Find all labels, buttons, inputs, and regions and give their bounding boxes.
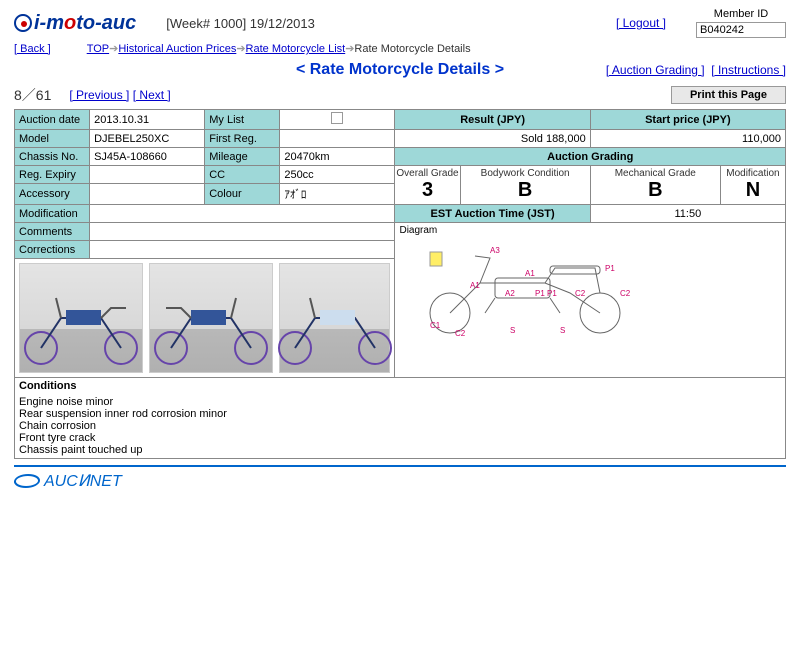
corrections-value	[90, 241, 395, 259]
colour-label: Colour	[205, 184, 280, 205]
breadcrumb: TOP➔Historical Auction Prices➔Rate Motor…	[87, 42, 471, 55]
corrections-label: Corrections	[15, 241, 90, 259]
logo: i-moto-auc	[14, 12, 136, 35]
reg-label: Reg. Expiry	[15, 166, 90, 184]
crumb-list[interactable]: Rate Motorcycle List	[246, 43, 346, 55]
member-id-block: Member ID	[696, 8, 786, 38]
crumb-historical[interactable]: Historical Auction Prices	[118, 43, 236, 55]
auction-grading-link[interactable]: [ Auction Grading ]	[606, 63, 705, 77]
svg-text:C2: C2	[575, 289, 586, 298]
back-link[interactable]: [ Back ]	[14, 43, 51, 55]
svg-text:A2: A2	[505, 289, 515, 298]
accessory-value	[90, 184, 205, 205]
photo-2	[149, 263, 273, 373]
model-label: Model	[15, 130, 90, 148]
reg-value	[90, 166, 205, 184]
chassis-value: SJ45A-108660	[90, 148, 205, 166]
svg-text:P1 P1: P1 P1	[535, 289, 557, 298]
modification-label: Modification	[15, 205, 90, 223]
mod-grade-cell: ModificationN	[720, 166, 785, 205]
est-time-label: EST Auction Time (JST)	[395, 205, 590, 223]
model-value: DJEBEL250XC	[90, 130, 205, 148]
svg-text:C2: C2	[455, 329, 466, 338]
condition-line-5: Chassis paint touched up	[19, 444, 781, 456]
photo-3	[279, 263, 391, 373]
prev-link[interactable]: [ Previous ]	[69, 88, 129, 102]
chassis-label: Chassis No.	[15, 148, 90, 166]
footer: AUCͶNET	[14, 465, 786, 491]
member-id-label: Member ID	[696, 8, 786, 20]
svg-text:C1: C1	[430, 321, 441, 330]
print-button[interactable]: Print this Page	[671, 86, 786, 104]
condition-line-3: Chain corrosion	[19, 420, 781, 432]
firstreg-value	[280, 130, 395, 148]
start-price-label: Start price (JPY)	[590, 110, 785, 130]
footer-text: AUCͶNET	[44, 471, 122, 491]
overall-grade-cell: Overall Grade3	[395, 166, 460, 205]
mylist-checkbox[interactable]	[331, 112, 343, 124]
body-grade-cell: Bodywork ConditionB	[460, 166, 590, 205]
svg-text:A1: A1	[525, 269, 535, 278]
svg-text:S: S	[510, 326, 515, 335]
auction-grading-label: Auction Grading	[395, 148, 786, 166]
mech-grade-cell: Mechanical GradeB	[590, 166, 720, 205]
page-title: < Rate Motorcycle Details >	[296, 61, 504, 79]
svg-text:P1: P1	[605, 264, 615, 273]
svg-text:C2: C2	[620, 289, 631, 298]
result-value: Sold 188,000	[395, 130, 590, 148]
week-label: [Week# 1000] 19/12/2013	[166, 16, 315, 31]
page-counter: 8／61	[14, 85, 51, 105]
instructions-link[interactable]: [ Instructions ]	[711, 63, 786, 77]
member-id-input[interactable]	[696, 22, 786, 38]
photos-cell	[15, 259, 395, 378]
mileage-value: 20470km	[280, 148, 395, 166]
result-label: Result (JPY)	[395, 110, 590, 130]
condition-line-1: Engine noise minor	[19, 396, 781, 408]
conditions-cell: Conditions Engine noise minor Rear suspe…	[15, 378, 786, 459]
mylist-label: My List	[205, 110, 280, 130]
colour-value: ｱｵﾞﾛ	[280, 184, 395, 205]
footer-logo-icon	[13, 474, 41, 488]
page-header: i-moto-auc [Week# 1000] 19/12/2013 [ Log…	[14, 8, 786, 38]
diagram-label: Diagram	[395, 223, 785, 238]
accessory-label: Accessory	[15, 184, 90, 205]
comments-value	[90, 223, 395, 241]
mylist-checkbox-cell	[280, 110, 395, 130]
cc-value: 250cc	[280, 166, 395, 184]
condition-line-2: Rear suspension inner rod corrosion mino…	[19, 408, 781, 420]
svg-text:A1: A1	[470, 281, 480, 290]
auction-date-value: 2013.10.31	[90, 110, 205, 130]
crumb-current: Rate Motorcycle Details	[354, 43, 470, 55]
next-link[interactable]: [ Next ]	[133, 88, 171, 102]
condition-line-4: Front tyre crack	[19, 432, 781, 444]
est-time-value: 11:50	[590, 205, 785, 223]
modification-value	[90, 205, 395, 223]
photo-1	[19, 263, 143, 373]
svg-text:A3: A3	[490, 246, 500, 255]
conditions-heading: Conditions	[19, 380, 781, 392]
svg-text:S: S	[560, 326, 565, 335]
diagram-cell: Diagram A3 A1 A1 A2 P1 P1 P1	[395, 223, 786, 378]
logout-link[interactable]: [ Logout ]	[616, 16, 666, 30]
crumb-top[interactable]: TOP	[87, 43, 109, 55]
mileage-label: Mileage	[205, 148, 280, 166]
motorcycle-diagram-icon: A3 A1 A1 A2 P1 P1 P1 C2 C2 C1 C2 S S	[395, 238, 655, 338]
start-price-value: 110,000	[590, 130, 785, 148]
firstreg-label: First Reg.	[205, 130, 280, 148]
auction-date-label: Auction date	[15, 110, 90, 130]
comments-label: Comments	[15, 223, 90, 241]
cc-label: CC	[205, 166, 280, 184]
detail-table: Auction date 2013.10.31 My List Result (…	[14, 109, 786, 459]
